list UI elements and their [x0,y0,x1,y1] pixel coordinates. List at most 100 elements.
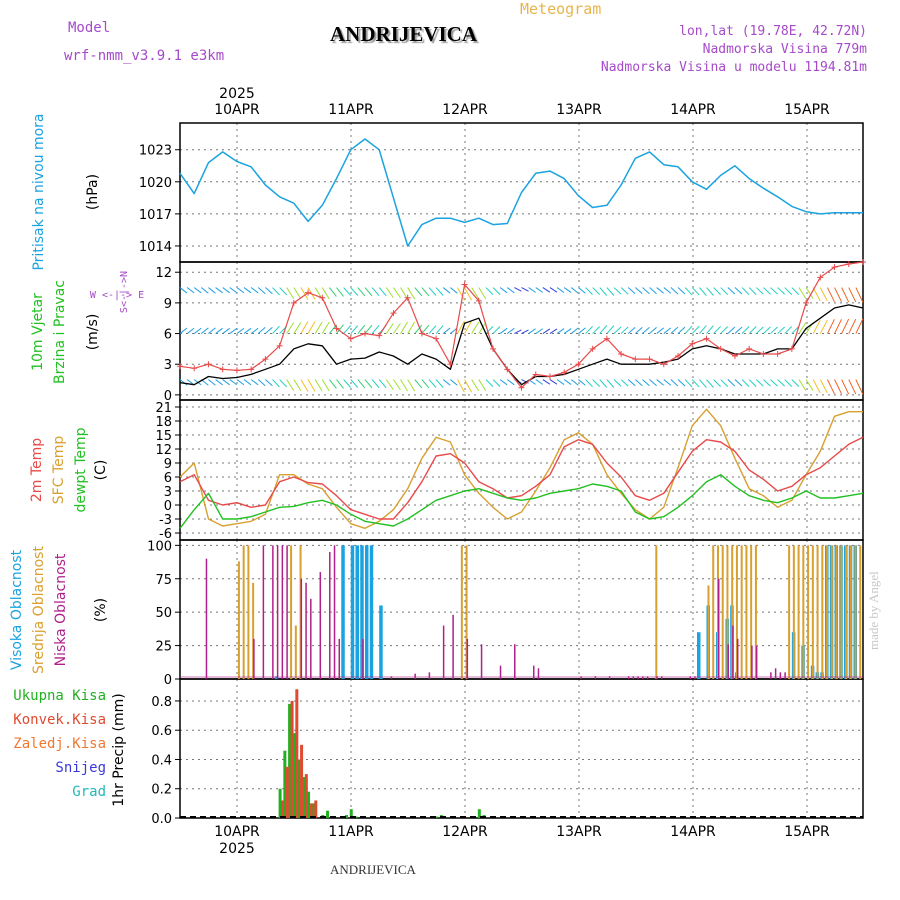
wind-speed-marker [774,351,781,357]
pressure-unit-label: (hPa) [85,174,101,210]
cloud-low-bar [466,638,469,679]
temp-axis-label-line: 2m Temp [29,438,45,502]
wind-speed-marker [433,335,440,342]
wind-arrow [371,287,380,297]
cloud-low-bar [329,552,331,679]
wind-arrow [350,379,359,388]
cloud-mid-bar [237,561,240,679]
wind-arrow [286,322,295,334]
wind-arrow [599,379,608,388]
wind-arrow [812,319,821,334]
wind-arrow [343,287,352,296]
cloud-axis-label-line: Visoka Oblacnost [9,549,25,670]
cloud-low-bar [632,676,635,679]
wind-arrow [855,379,864,395]
wind-arrow [834,319,842,334]
cloud-axis-label-line: Niska Oblacnost [53,553,69,666]
wind-arrow [400,321,408,334]
wind-arrow [670,287,679,295]
bottom-date-label: 10APR [214,824,260,840]
wind-speed-marker [233,367,240,374]
precip-total-bar [307,791,311,818]
wind-arrow [755,326,764,334]
wind-speed-marker [817,274,824,281]
wind-speed-marker [831,264,838,271]
cloud-low-bar [689,676,692,679]
y-tick-label: 3 [164,358,172,373]
cloud-low-bar [272,545,274,679]
wind-arrow [435,287,444,296]
wind-arrow [770,326,778,334]
precip-conv-bar [314,800,318,818]
wind-arrow [450,287,458,294]
y-tick-label: 50 [155,606,172,621]
wind-arrow [642,287,650,295]
cloud-high-bar [360,545,364,679]
wind-arrow [265,379,273,387]
cloud-low-bar [532,665,535,679]
wind-arrow [563,328,572,334]
cloud-low-bar [656,676,658,679]
precip-frame [179,678,864,819]
wind-arrow [649,327,657,334]
precip-legend-item: Konvek.Kisa [13,712,106,728]
wind-arrow [691,379,700,388]
cloud-mid-bar [252,582,255,679]
wind-arrow [855,287,864,303]
bottom-date-label: 14APR [670,824,716,840]
cloud-high-bar [364,545,369,679]
cloud-mid-bar [816,545,819,679]
wind-arrow [691,287,700,296]
precip-total-bar [292,733,296,818]
cloud-low-bar [310,598,312,679]
wind-arrow [393,323,401,334]
wind-arrow [357,324,366,334]
wind-axis-label-line: 10m Vjetar [30,293,46,371]
wind-arrow [535,379,544,385]
wind-arrow [670,379,679,387]
cloud-mid-bar [465,545,468,679]
precip-total-bar [302,777,306,818]
wind-arrow [535,328,544,334]
cloud-low-bar [770,672,772,679]
wind-arrow [585,287,593,295]
y-tick-label: 0.8 [151,695,172,710]
wind-speed-marker [475,297,482,304]
wind-arrow [293,287,302,299]
wind-speed-marker [646,356,653,363]
wind-arrow [215,287,223,294]
wind-arrow [414,287,423,297]
y-tick-label: 1017 [139,208,172,223]
wind-arrow [257,287,266,295]
pressure-panel: 1014 1017 1020 1023 [139,122,864,263]
wind-speed-marker [390,310,397,317]
cloud-mid-bar [849,545,852,679]
wind-arrow [257,327,266,334]
y-tick-label: 75 [155,573,172,588]
wind-arrow [364,379,373,389]
cloud-low-bar [305,582,307,679]
wind-arrow [378,287,387,297]
wind-arrow [613,379,622,387]
precip-panel: 0.0 0.2 0.4 0.6 0.8 [151,678,864,827]
cloud-mid-bar [754,545,757,679]
wind-arrow [777,379,785,387]
wind-arrow [720,287,729,295]
top-date-label: 13APR [556,102,602,118]
wind-arrow [741,287,750,295]
wind-arrow [642,379,650,387]
wind-arrow [485,379,494,387]
wind-speed-marker [276,342,283,349]
wind-arrow [649,379,657,387]
wind-arrow [521,287,529,292]
meteogram-label: Meteogram [520,0,602,18]
wind-speed-markers [177,259,866,391]
wind-unit-label: (m/s) [85,314,101,351]
wind-arrow [492,287,501,295]
wind-speed-marker [418,330,425,337]
y-tick-label: 6 [164,328,172,343]
wind-arrow [193,327,202,334]
wind-arrow [528,287,536,293]
wind-arrow [457,287,465,301]
